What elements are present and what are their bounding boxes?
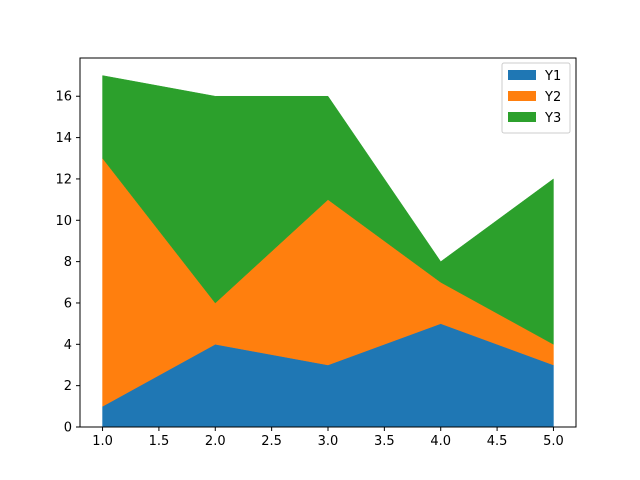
y-tick-label: 12 bbox=[55, 172, 72, 187]
legend: Y1 Y2 Y3 bbox=[501, 62, 571, 134]
y-tick-label: 6 bbox=[64, 296, 72, 311]
legend-swatch-y1 bbox=[508, 70, 536, 80]
legend-label-y3: Y3 bbox=[544, 111, 561, 126]
x-tick-label: 4.0 bbox=[430, 434, 451, 449]
legend-label-y1: Y1 bbox=[544, 69, 561, 84]
y-axis: 0 2 4 6 8 10 12 14 16 bbox=[55, 90, 80, 436]
x-tick-label: 1.5 bbox=[149, 434, 170, 449]
x-tick-label: 4.5 bbox=[487, 434, 508, 449]
y-tick-label: 14 bbox=[55, 131, 72, 146]
y-tick-label: 16 bbox=[55, 90, 72, 105]
legend-swatch-y3 bbox=[508, 112, 536, 122]
y-tick-label: 8 bbox=[64, 255, 72, 270]
area-layer bbox=[102, 75, 554, 428]
y-tick-label: 0 bbox=[64, 421, 72, 436]
y-tick-label: 10 bbox=[55, 214, 72, 229]
x-tick-label: 5.0 bbox=[543, 434, 564, 449]
legend-swatch-y2 bbox=[508, 91, 536, 101]
x-axis: 1.0 1.5 2.0 2.5 3.0 3.5 4.0 4.5 5.0 bbox=[92, 427, 564, 449]
area-series-y3 bbox=[102, 75, 554, 345]
x-tick-label: 3.5 bbox=[374, 434, 395, 449]
x-tick-label: 2.5 bbox=[261, 434, 282, 449]
x-tick-label: 2.0 bbox=[205, 434, 226, 449]
y-tick-label: 2 bbox=[64, 379, 72, 394]
y-tick-label: 4 bbox=[64, 338, 72, 353]
legend-label-y2: Y2 bbox=[544, 90, 561, 105]
x-tick-label: 1.0 bbox=[92, 434, 113, 449]
x-tick-label: 3.0 bbox=[318, 434, 339, 449]
